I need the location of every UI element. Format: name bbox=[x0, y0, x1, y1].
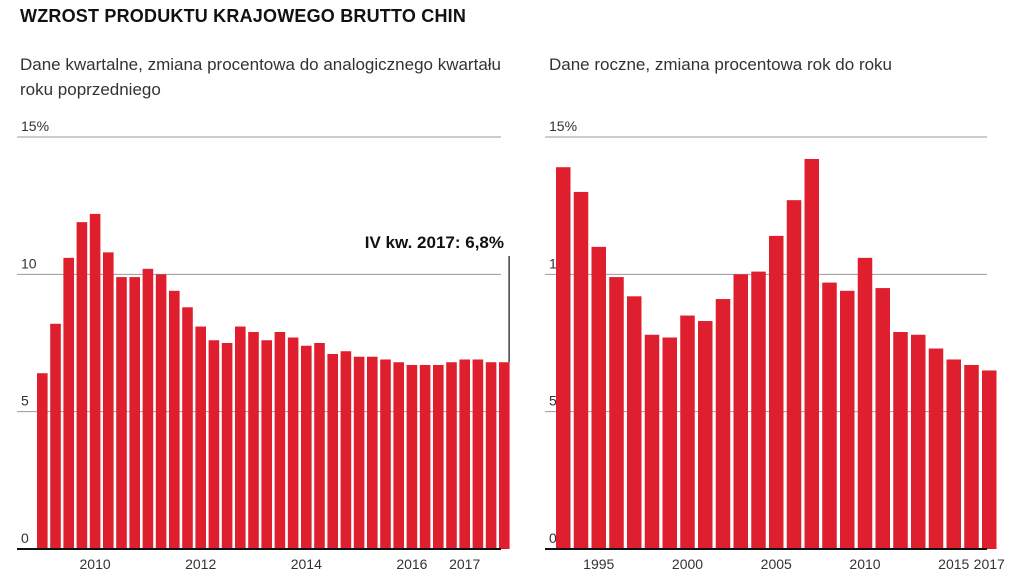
quarterly-chart-panel: 0 5 10 15% 2010 2012 2014 2016 2017 IV kw. 2017: … bbox=[17, 118, 510, 572]
bar bbox=[840, 290, 855, 549]
bar bbox=[627, 296, 642, 549]
bar bbox=[928, 348, 944, 549]
bar bbox=[662, 337, 677, 549]
bar bbox=[393, 362, 404, 549]
bar bbox=[287, 337, 299, 549]
bar bbox=[875, 288, 890, 549]
bar bbox=[911, 334, 926, 549]
bar bbox=[964, 364, 979, 549]
bar bbox=[380, 359, 391, 549]
bar bbox=[751, 271, 766, 549]
x-tick-label: 2014 bbox=[291, 556, 322, 572]
bar bbox=[591, 246, 606, 549]
bar bbox=[446, 362, 457, 549]
bar bbox=[982, 370, 997, 549]
bar bbox=[698, 321, 713, 549]
bar bbox=[680, 315, 695, 549]
bar bbox=[946, 359, 961, 549]
x-tick-label: 2005 bbox=[761, 556, 792, 572]
bar bbox=[786, 200, 802, 549]
annual-chart-subtitle: Dane roczne, zmiana procentowa rok do ro… bbox=[549, 55, 893, 74]
bar bbox=[301, 345, 312, 549]
bar bbox=[769, 235, 784, 549]
bar bbox=[274, 332, 286, 549]
bar bbox=[609, 277, 624, 549]
x-tick-label: 2017 bbox=[449, 556, 480, 572]
x-tick-label: 2012 bbox=[185, 556, 216, 572]
bar bbox=[261, 340, 272, 549]
bar bbox=[367, 356, 378, 549]
bar bbox=[248, 332, 259, 549]
y-tick-label: 10 bbox=[21, 255, 37, 271]
bar bbox=[715, 299, 731, 549]
bar bbox=[208, 340, 220, 549]
bar bbox=[155, 274, 167, 549]
x-tick-label: 2010 bbox=[849, 556, 880, 572]
bar bbox=[419, 364, 431, 549]
bar bbox=[116, 277, 127, 549]
bar bbox=[142, 268, 154, 549]
bar bbox=[235, 326, 246, 549]
chart-title: WZROST PRODUKTU KRAJOWEGO BRUTTO CHIN bbox=[20, 6, 467, 26]
bar bbox=[169, 290, 180, 549]
bar bbox=[556, 167, 571, 550]
x-tick-label: 2015 bbox=[938, 556, 969, 572]
bar bbox=[499, 362, 510, 549]
x-tick-label: 1995 bbox=[583, 556, 614, 572]
bar bbox=[129, 277, 140, 549]
bar bbox=[733, 274, 748, 549]
bar bbox=[472, 359, 484, 549]
bar bbox=[433, 364, 444, 549]
x-tick-label: 2017 bbox=[974, 556, 1005, 572]
bar bbox=[857, 257, 873, 549]
quarterly-chart-subtitle: Dane kwartalne, zmiana procentowa do ana… bbox=[20, 55, 502, 99]
bar bbox=[822, 282, 837, 549]
bar bbox=[221, 343, 233, 549]
bar bbox=[893, 332, 908, 549]
bar bbox=[76, 222, 88, 549]
y-tick-label: 5 bbox=[21, 393, 29, 409]
bar bbox=[103, 252, 114, 550]
y-tick-label: 15% bbox=[21, 118, 49, 134]
last-quarter-annotation: IV kw. 2017: 6,8% bbox=[365, 233, 504, 252]
bar bbox=[195, 326, 206, 549]
bar bbox=[573, 191, 589, 549]
bar bbox=[485, 362, 497, 549]
bar bbox=[327, 353, 338, 549]
bar bbox=[89, 213, 101, 549]
y-tick-label: 0 bbox=[549, 530, 557, 546]
bar bbox=[804, 158, 819, 549]
bar bbox=[63, 257, 74, 549]
bar bbox=[50, 323, 61, 549]
bar bbox=[340, 351, 352, 549]
x-tick-label: 2000 bbox=[672, 556, 703, 572]
x-tick-label: 2010 bbox=[80, 556, 111, 572]
y-tick-label: 15% bbox=[549, 118, 577, 134]
bar bbox=[182, 307, 193, 549]
y-tick-label: 5 bbox=[549, 393, 557, 409]
bar bbox=[644, 334, 660, 549]
bar bbox=[353, 356, 365, 549]
bar bbox=[406, 364, 418, 549]
bar bbox=[37, 373, 48, 549]
bar bbox=[459, 359, 470, 549]
y-tick-label: 0 bbox=[21, 530, 29, 546]
x-tick-label: 2016 bbox=[396, 556, 427, 572]
bar bbox=[314, 343, 325, 549]
